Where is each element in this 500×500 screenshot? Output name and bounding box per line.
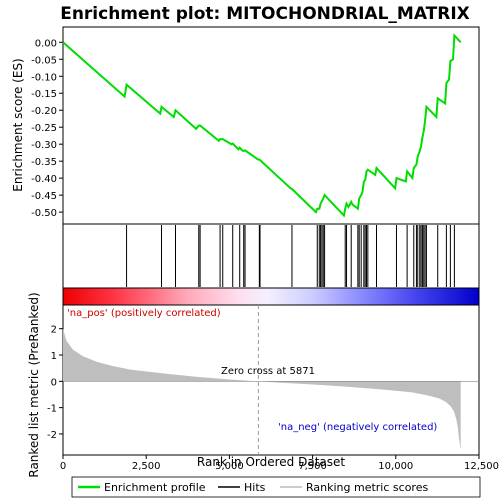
metric-y-tick-label: -1 — [47, 404, 57, 415]
es-y-tick-label: -0.45 — [31, 191, 57, 202]
heat-bar-gradient — [63, 288, 479, 305]
es-panel-frame — [62, 26, 480, 225]
es-y-tick-label: -0.50 — [31, 208, 57, 219]
chart-title: Enrichment plot: MITOCHONDRIAL_MATRIX — [60, 4, 470, 24]
x-tick-label: 7,500 — [298, 461, 327, 472]
es-y-tick-label: -0.20 — [31, 106, 57, 117]
metric-y-axis: 2 1 0 -1 -2 — [47, 325, 63, 441]
es-y-tick-label: -0.15 — [31, 89, 57, 100]
hit-lines — [126, 225, 455, 287]
es-y-tick-label: -0.10 — [31, 72, 57, 83]
es-y-tick-label: -0.40 — [31, 174, 57, 185]
metric-y-tick-label: -2 — [47, 430, 57, 441]
heat-bar — [62, 287, 480, 306]
es-y-axis: 0.00 -0.05 -0.10 -0.15 -0.20 -0.25 -0.30 -0.35 -… — [31, 38, 63, 219]
x-tick-label: 12,500 — [464, 461, 499, 472]
x-tick-label: 5,000 — [215, 461, 244, 472]
es-y-tick-label: -0.25 — [31, 123, 57, 134]
es-y-axis-label: Enrichment score (ES) — [11, 58, 25, 191]
legend-box — [71, 476, 481, 498]
metric-y-axis-label: Ranked list metric (PreRanked) — [27, 292, 41, 477]
enrichment-profile-line — [62, 33, 462, 218]
x-axis-label: Rank in Ordered Dataset — [197, 455, 345, 469]
metric-panel: 2 1 0 -1 -2 0 2,500 5,000 7,500 10,000 12,500 'na… — [27, 292, 499, 477]
ranking-metric-area — [63, 328, 461, 450]
pos-correlated-label: 'na_pos' (positively correlated) — [67, 308, 221, 319]
legend-enrichment-label: Enrichment profile — [104, 481, 206, 494]
es-y-tick-label: -0.05 — [31, 55, 57, 66]
metric-x-axis: 0 2,500 5,000 7,500 10,000 12,500 — [60, 455, 499, 472]
metric-y-tick-label: 2 — [51, 325, 57, 336]
metric-y-tick-label: 0 — [51, 377, 57, 388]
es-panel: 0.00 -0.05 -0.10 -0.15 -0.20 -0.25 -0.30 -0.35 -… — [11, 26, 480, 225]
legend: Enrichment profile Hits Ranking metric s… — [71, 476, 481, 498]
x-tick-label: 0 — [60, 461, 66, 472]
legend-metric-label: Ranking metric scores — [306, 481, 428, 494]
metric-y-tick-label: 1 — [51, 351, 57, 362]
es-y-tick-label: 0.00 — [35, 38, 57, 49]
x-tick-label: 2,500 — [132, 461, 161, 472]
es-y-tick-label: -0.30 — [31, 140, 57, 151]
neg-correlated-label: 'na_neg' (negatively correlated) — [278, 422, 437, 433]
es-y-tick-label: -0.35 — [31, 157, 57, 168]
legend-hits-label: Hits — [244, 481, 266, 494]
x-tick-label: 10,000 — [378, 461, 413, 472]
zero-cross-label: Zero cross at 5871 — [221, 366, 315, 377]
hits-panel — [62, 223, 480, 289]
